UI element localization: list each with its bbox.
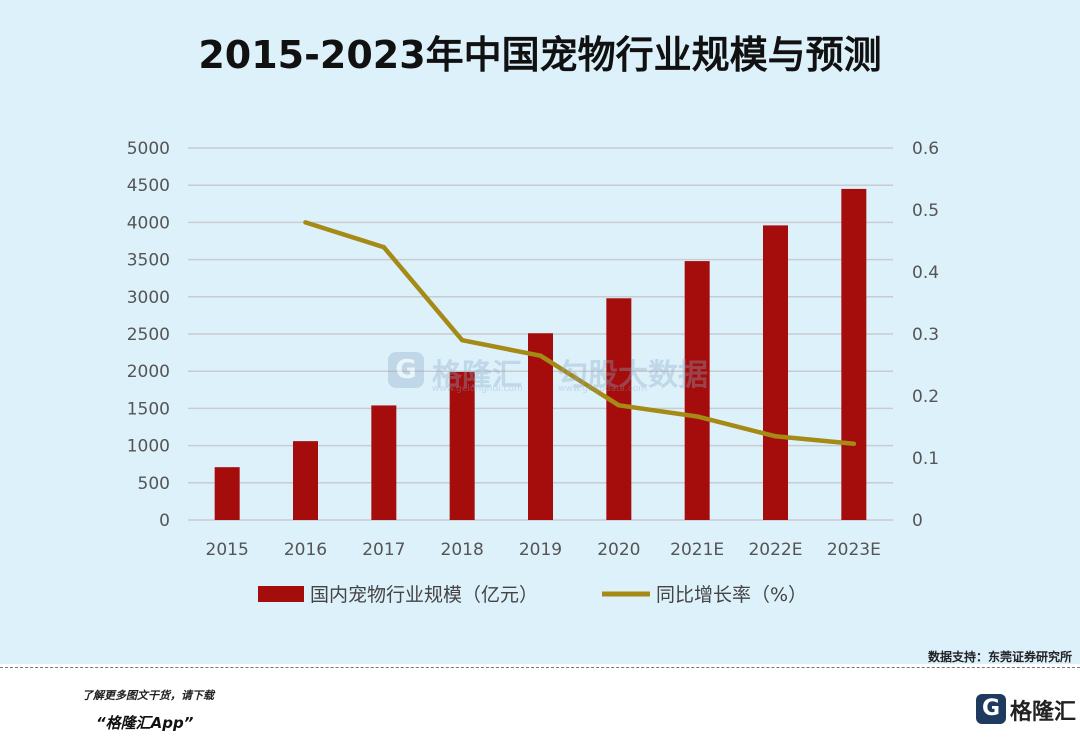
x-tick-label: 2020 [597,540,640,560]
y-left-tick-label: 5000 [127,139,170,159]
y-left-tick-label: 4500 [127,176,170,196]
x-tick-label: 2015 [206,540,249,560]
y-left-tick-label: 0 [159,511,170,531]
bars-layer [214,188,867,521]
bar [684,261,710,520]
x-tick-label: 2023E [827,540,881,560]
legend: 国内宠物行业规模（亿元） 同比增长率（%） [258,584,807,606]
y-left-tick-label: 1000 [127,437,170,457]
bar [763,225,788,520]
y-right-tick-label: 0.4 [912,263,939,283]
footer-app-name: “格隆汇App” [96,714,194,732]
chart-title: 2015-2023年中国宠物行业规模与预测 [198,33,882,77]
y-left-tick-label: 3000 [127,288,170,308]
x-tick-label: 2019 [519,540,562,560]
bar [449,371,475,520]
y-right-tick-label: 0.1 [912,449,939,469]
line-point [616,403,621,408]
x-tick-label: 2021E [670,540,724,560]
y-right-tick-label: 0 [912,511,923,531]
line-point [773,434,778,439]
y-right-tick-label: 0.3 [912,325,939,345]
x-tick-label: 2017 [362,540,405,560]
logo-icon: G [976,694,1006,724]
legend-swatch-bar [258,586,304,602]
legend-label-bar: 国内宠物行业规模（亿元） [310,584,538,606]
line-point [303,220,308,225]
bar [293,441,318,520]
bar [371,405,397,520]
y-left-tick-label: 4000 [127,213,170,233]
y-right-tick-label: 0.6 [912,139,939,159]
logo-text: 格隆汇 [1010,700,1077,725]
growth-line [303,220,857,446]
y-left-tick-label: 500 [138,474,170,494]
bar [214,467,240,520]
line-point [460,338,465,343]
x-tick-label: 2022E [748,540,802,560]
footer-promo-text: 了解更多图文干货，请下载 [82,689,214,702]
bar [841,188,867,521]
chart-svg: 0 500 1000 1500 2000 2500 3000 3500 4000 4500 5000… [127,139,939,606]
y-left-tick-label: 2000 [127,362,170,382]
legend-label-line: 同比增长率（%） [656,584,807,606]
bar [528,333,553,520]
bar [606,298,632,520]
y-left-tick-label: 1500 [127,399,170,419]
y-right-tick-label: 0.2 [912,387,939,407]
line-point [381,245,386,250]
line-point [538,353,543,358]
line-point [695,414,700,419]
divider [0,667,1080,668]
footer-logo[interactable]: G 格隆汇 [976,692,1076,728]
y-left-tick-label: 2500 [127,325,170,345]
y-right-tick-label: 0.5 [912,201,939,221]
line-layer [303,220,857,446]
axis-labels: 0 500 1000 1500 2000 2500 3000 3500 4000 4500 5000… [127,139,939,560]
source-note: 数据支持：东莞证券研究所 [927,650,1072,664]
x-tick-label: 2016 [284,540,327,560]
line-point [851,441,856,446]
chart-area: 2015-2023年中国宠物行业规模与预测 0 500 1000 1500 2000 25… [0,0,1080,664]
x-tick-label: 2018 [441,540,484,560]
y-left-tick-label: 3500 [127,251,170,271]
